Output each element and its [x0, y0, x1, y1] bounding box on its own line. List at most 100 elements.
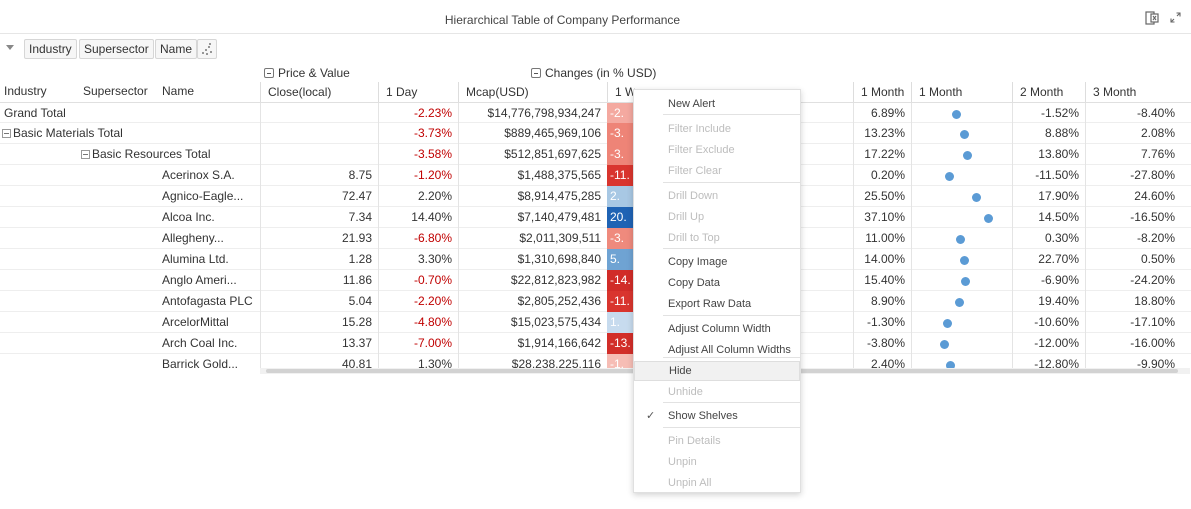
cell-3-month[interactable]: 18.80%: [1085, 291, 1181, 312]
shelf-pill-name[interactable]: Name: [155, 39, 198, 59]
column-header-3-month[interactable]: 3 Month: [1085, 82, 1191, 102]
row-name[interactable]: ArcelorMittal: [162, 315, 229, 329]
cell-close[interactable]: 11.86: [260, 270, 378, 291]
collapse-group-icon[interactable]: [531, 68, 541, 78]
cell-mcap[interactable]: $7,140,479,481: [458, 207, 607, 228]
cell-1-month[interactable]: 13.23%: [853, 123, 911, 144]
table-row[interactable]: Antofagasta PLC 5.04 -2.20% $2,805,252,436 8…: [0, 291, 1191, 312]
row-header-name[interactable]: Name: [162, 84, 195, 98]
cell-2-month[interactable]: 19.40%: [1012, 291, 1085, 312]
cell-1-month-dot[interactable]: [911, 165, 1012, 186]
table-row[interactable]: Basic Resources Total -3.58% $512,851,697,…: [0, 144, 1191, 165]
cell-3-month[interactable]: 2.08%: [1085, 123, 1181, 144]
cell-2-month[interactable]: 17.90%: [1012, 186, 1085, 207]
menu-item-export-raw-data[interactable]: Export Raw Data: [668, 298, 752, 310]
table-row[interactable]: Barrick Gold... 40.81 1.30% $28,238,225,116…: [0, 354, 1191, 368]
cell-1-month-dot[interactable]: [911, 144, 1012, 165]
cell-1-month-dot[interactable]: [911, 354, 1012, 368]
cell-1-day[interactable]: 1.30%: [378, 354, 458, 368]
cell-3-month[interactable]: 0.50%: [1085, 249, 1181, 270]
cell-close[interactable]: [260, 123, 378, 144]
row-name[interactable]: Alcoa Inc.: [162, 210, 215, 224]
column-header-mcap[interactable]: Mcap(USD): [458, 82, 607, 102]
cell-mcap[interactable]: $14,776,798,934,247: [458, 103, 607, 124]
collapse-group-icon[interactable]: [264, 68, 274, 78]
table-row[interactable]: Anglo Ameri... 11.86 -0.70% $22,812,823,982…: [0, 270, 1191, 291]
cell-3-month[interactable]: -16.50%: [1085, 207, 1181, 228]
menu-item-copy-image[interactable]: Copy Image: [668, 256, 728, 268]
row-name[interactable]: Barrick Gold...: [162, 357, 239, 368]
row-header-industry[interactable]: Industry: [4, 84, 47, 98]
cell-1-month[interactable]: 2.40%: [853, 354, 911, 368]
cell-3-month[interactable]: -8.20%: [1085, 228, 1181, 249]
cell-1-week-heat[interactable]: -3.: [607, 144, 633, 165]
group-header-changes[interactable]: Changes (in % USD): [531, 66, 656, 80]
menu-item-show-shelves[interactable]: ✓ Show Shelves: [634, 406, 800, 426]
row-name[interactable]: Grand Total: [4, 106, 66, 120]
cell-mcap[interactable]: $2,805,252,436: [458, 291, 607, 312]
cell-1-month[interactable]: -1.30%: [853, 312, 911, 333]
cell-1-week-heat[interactable]: 20.: [607, 207, 633, 228]
cell-1-week-heat[interactable]: -11.: [607, 165, 633, 186]
cell-3-month[interactable]: -9.90%: [1085, 354, 1181, 368]
cell-2-month[interactable]: 0.30%: [1012, 228, 1085, 249]
cell-3-month[interactable]: -27.80%: [1085, 165, 1181, 186]
table-row[interactable]: Grand Total -2.23% $14,776,798,934,247 6.89…: [0, 102, 1191, 124]
cell-close[interactable]: [260, 144, 378, 165]
table-row[interactable]: Acerinox S.A. 8.75 -1.20% $1,488,375,565 0.2…: [0, 165, 1191, 186]
cell-mcap[interactable]: $2,011,309,511: [458, 228, 607, 249]
cell-1-day[interactable]: -6.80%: [378, 228, 458, 249]
cell-1-month-dot[interactable]: [911, 291, 1012, 312]
cell-2-month[interactable]: 13.80%: [1012, 144, 1085, 165]
cell-1-day[interactable]: 3.30%: [378, 249, 458, 270]
row-name[interactable]: Allegheny...: [162, 231, 224, 245]
cell-close[interactable]: 13.37: [260, 333, 378, 354]
cell-1-week-heat[interactable]: 2.: [607, 186, 633, 207]
cell-1-day[interactable]: -3.58%: [378, 144, 458, 165]
cell-mcap[interactable]: $1,310,698,840: [458, 249, 607, 270]
row-name[interactable]: Antofagasta PLC: [162, 294, 253, 308]
column-header-2-month[interactable]: 2 Month: [1012, 82, 1085, 102]
cell-1-month-dot[interactable]: [911, 103, 1012, 124]
cell-1-month[interactable]: 14.00%: [853, 249, 911, 270]
export-excel-icon[interactable]: [1145, 11, 1159, 25]
cell-1-month-dot[interactable]: [911, 333, 1012, 354]
cell-1-month[interactable]: 8.90%: [853, 291, 911, 312]
cell-3-month[interactable]: -24.20%: [1085, 270, 1181, 291]
cell-close[interactable]: 8.75: [260, 165, 378, 186]
table-row[interactable]: Basic Materials Total -3.73% $889,465,969,…: [0, 123, 1191, 144]
cell-2-month[interactable]: 8.88%: [1012, 123, 1085, 144]
cell-1-month[interactable]: 6.89%: [853, 103, 911, 124]
cell-2-month[interactable]: -10.60%: [1012, 312, 1085, 333]
table-row[interactable]: Allegheny... 21.93 -6.80% $2,011,309,511 11.…: [0, 228, 1191, 249]
collapse-shelves-icon[interactable]: [6, 45, 14, 50]
row-name[interactable]: Agnico-Eagle...: [162, 189, 244, 203]
cell-close[interactable]: 7.34: [260, 207, 378, 228]
cell-close[interactable]: 1.28: [260, 249, 378, 270]
cell-2-month[interactable]: -11.50%: [1012, 165, 1085, 186]
column-header-close[interactable]: Close(local): [260, 82, 378, 102]
cell-1-month[interactable]: -3.80%: [853, 333, 911, 354]
cell-1-month[interactable]: 15.40%: [853, 270, 911, 291]
cell-1-month[interactable]: 37.10%: [853, 207, 911, 228]
cell-mcap[interactable]: $15,023,575,434: [458, 312, 607, 333]
table-row[interactable]: Alumina Ltd. 1.28 3.30% $1,310,698,840 14.00…: [0, 249, 1191, 270]
cell-1-month-dot[interactable]: [911, 312, 1012, 333]
cell-1-week-heat[interactable]: -11.: [607, 291, 633, 312]
cell-mcap[interactable]: $8,914,475,285: [458, 186, 607, 207]
cell-1-month[interactable]: 0.20%: [853, 165, 911, 186]
cell-1-month-dot[interactable]: [911, 270, 1012, 291]
cell-1-day[interactable]: -2.23%: [378, 103, 458, 124]
shelf-pill-industry[interactable]: Industry: [24, 39, 77, 59]
column-header-1-month[interactable]: 1 Month: [853, 82, 911, 102]
menu-item-copy-data[interactable]: Copy Data: [668, 277, 720, 289]
row-name[interactable]: Anglo Ameri...: [162, 273, 237, 287]
cell-1-month[interactable]: 17.22%: [853, 144, 911, 165]
cell-1-month-dot[interactable]: [911, 123, 1012, 144]
cell-close[interactable]: 21.93: [260, 228, 378, 249]
cell-2-month[interactable]: -12.80%: [1012, 354, 1085, 368]
cell-3-month[interactable]: -8.40%: [1085, 103, 1181, 124]
table-row[interactable]: ArcelorMittal 15.28 -4.80% $15,023,575,434 -…: [0, 312, 1191, 333]
cell-2-month[interactable]: -1.52%: [1012, 103, 1085, 124]
cell-1-week-heat[interactable]: -1.: [607, 354, 633, 368]
